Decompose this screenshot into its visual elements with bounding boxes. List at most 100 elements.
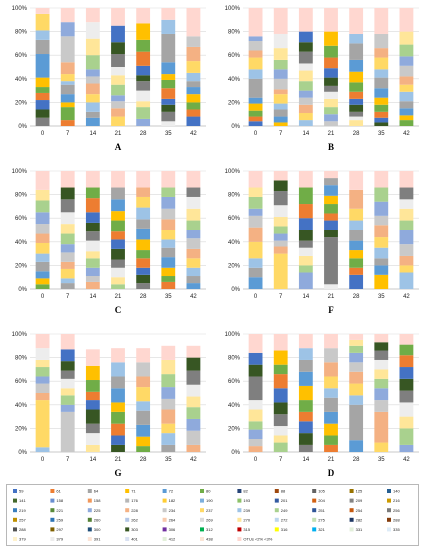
bar-segment [248, 187, 263, 197]
bar-segment [35, 117, 50, 126]
bar-segment [161, 208, 176, 220]
bar-0 [248, 334, 263, 452]
bar-segment [136, 101, 151, 108]
bar-segment [273, 226, 288, 234]
bar-segment [273, 246, 288, 254]
bar-segment [186, 171, 201, 188]
bar-segment [136, 207, 151, 220]
bar-0 [35, 8, 50, 126]
legend-label: 257 [19, 517, 26, 522]
bar-segment [85, 267, 100, 277]
legend-item: 297 [50, 527, 64, 532]
bar-segment [35, 348, 50, 360]
bar-segment [35, 376, 50, 384]
legend-swatch [274, 489, 279, 493]
bar-28 [136, 8, 151, 126]
legend-label: 391 [94, 537, 101, 542]
bar-segment [85, 102, 100, 112]
legend-item: 315 [237, 527, 251, 532]
bar-segment [324, 397, 338, 412]
bar-segment [85, 212, 100, 223]
bar-segment [324, 195, 338, 205]
bar-segment [349, 258, 364, 268]
bar-segment [298, 81, 313, 91]
legend-item: 391 [87, 537, 101, 542]
bar-21 [111, 8, 125, 126]
bar-segment [273, 33, 288, 49]
panel-label: D [328, 468, 335, 478]
bar-segment [161, 230, 176, 240]
bar-segment [374, 201, 389, 216]
bar-segment [85, 251, 100, 259]
bar-segment [136, 401, 151, 411]
bar-segment [399, 65, 414, 77]
bar-segment [248, 171, 263, 188]
bar-segment [399, 56, 414, 66]
legend-item: 260 [87, 517, 101, 522]
x-tick-label: 7 [279, 294, 283, 300]
y-tick-label: 0% [231, 287, 240, 293]
bar-segment [399, 84, 414, 92]
bar-segment [298, 444, 313, 452]
bar-segment [161, 79, 176, 89]
bar-7 [60, 171, 75, 289]
bar-segment [273, 426, 288, 436]
bar-segment [186, 238, 201, 249]
bar-35 [374, 171, 389, 289]
bar-segment [399, 344, 414, 356]
bar-segment [161, 171, 176, 188]
bar-segment [85, 222, 100, 232]
legend-item: 71 [125, 489, 136, 494]
bar-segment [111, 75, 125, 85]
bar-segment [85, 38, 100, 56]
bar-segment [60, 107, 75, 121]
bar-segment [111, 220, 125, 232]
x-tick-label: 14 [90, 131, 97, 137]
y-tick-label: 40% [15, 77, 28, 83]
legend-item: 256 [387, 508, 400, 513]
bar-segment [399, 390, 414, 403]
bar-0 [248, 171, 263, 289]
legend-item: 225 [87, 508, 101, 513]
bar-segment [298, 348, 313, 360]
bar-segment [85, 380, 100, 392]
bar-7 [60, 8, 75, 126]
legend-swatch [312, 527, 317, 532]
legend-swatch [50, 537, 55, 541]
bar-segment [248, 241, 263, 259]
bar-segment [298, 411, 313, 422]
x-tick-label: 7 [279, 131, 283, 137]
bar-segment [298, 187, 313, 205]
bar-segment [186, 61, 201, 73]
legend-label: 204 [318, 498, 325, 503]
bar-segment [298, 334, 313, 349]
legend-swatch [13, 498, 17, 503]
bar-segment [60, 404, 75, 412]
legend-item: 201 [274, 498, 288, 503]
bar-segment [136, 239, 151, 251]
bar-segment [136, 51, 151, 66]
legend-swatch [274, 508, 279, 513]
legend-swatch [274, 498, 279, 503]
bar-segment [136, 410, 151, 425]
panel-B: 0% 20% 40% 60% 80% 100% 0 7 14 21 28 35 42 B [225, 6, 419, 152]
legend-swatch [312, 508, 317, 513]
bar-segment [248, 121, 263, 126]
bar-segment [324, 237, 338, 285]
bar-segment [248, 352, 263, 365]
legend-item: 193 [237, 498, 251, 503]
legend-item: 438 [200, 537, 213, 542]
bar-segment [399, 8, 414, 32]
bar-segment [374, 334, 389, 343]
bar-segment [161, 276, 176, 282]
bar-segment [85, 444, 100, 452]
bar-segment [136, 107, 151, 119]
legend-swatch [50, 527, 55, 532]
bar-segment [324, 411, 338, 424]
bar-segment [111, 171, 125, 188]
x-tick-label: 28 [140, 294, 147, 300]
bar-segment [399, 108, 414, 116]
legend-item: 316 [274, 527, 288, 532]
bar-segment [349, 339, 364, 346]
legend-swatch [87, 527, 92, 532]
